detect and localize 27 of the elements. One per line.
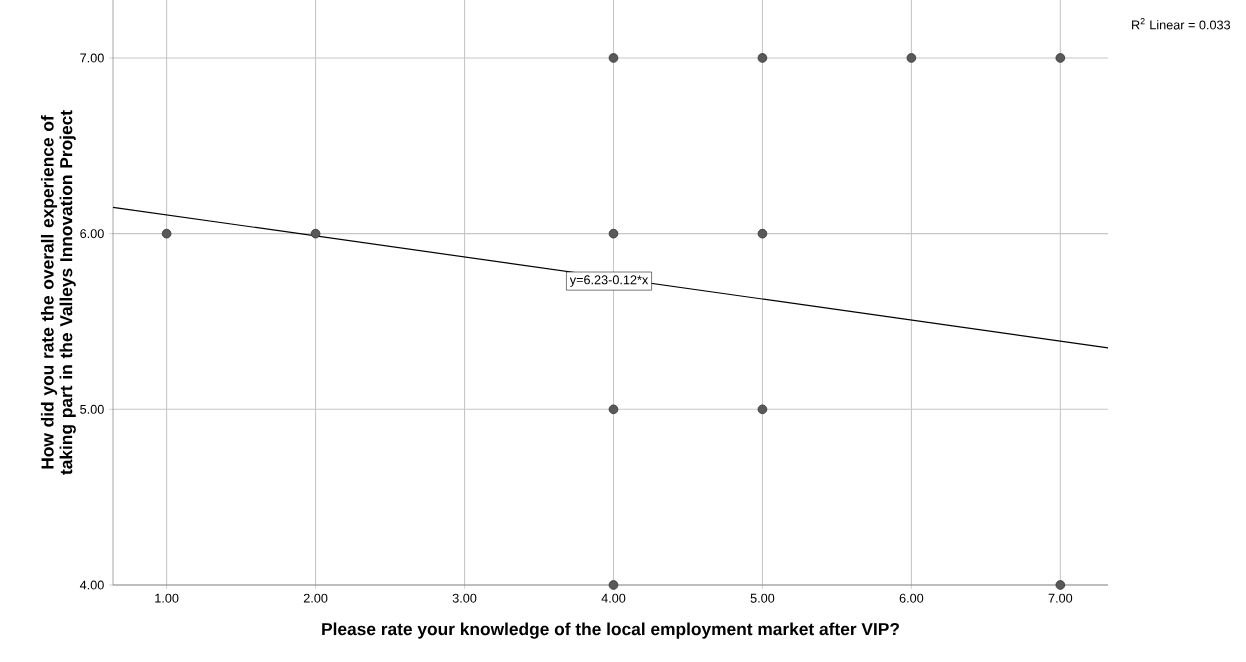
point xyxy=(608,580,619,590)
point xyxy=(757,404,768,415)
point xyxy=(310,228,321,239)
y-tick-label: 5.00 xyxy=(80,404,104,414)
x-tick-label: 6.00 xyxy=(899,593,924,603)
x-tick-label: 5.00 xyxy=(750,593,775,603)
y-tick-label: 7.00 xyxy=(80,53,104,63)
x-tick-label: 4.00 xyxy=(601,593,626,603)
x-tick-label: 2.00 xyxy=(303,593,328,603)
y-axis-title: How did you rate the overall experience of taking part in the Valleys Innovation Project xyxy=(40,110,76,475)
point xyxy=(161,228,172,239)
x-axis-title: Please rate your knowledge of the local employment market after VIP? xyxy=(322,622,899,639)
x-tick-label: 1.00 xyxy=(155,593,179,603)
point xyxy=(757,228,768,239)
point xyxy=(608,404,619,415)
point xyxy=(1055,580,1066,590)
point xyxy=(906,53,917,63)
point xyxy=(608,53,619,63)
y-tick-label: 6.00 xyxy=(80,229,104,239)
point xyxy=(757,53,768,63)
y-tick-label: 4.00 xyxy=(79,580,104,590)
annotation: y=6.23-0.12*x xyxy=(569,275,649,287)
point xyxy=(608,228,619,239)
text: R$^{2}$ Linear = 0.033 xyxy=(1132,18,1231,30)
x-tick-label: 3.00 xyxy=(452,593,477,603)
x-tick-label: 7.00 xyxy=(1048,593,1073,603)
point xyxy=(1055,53,1066,63)
